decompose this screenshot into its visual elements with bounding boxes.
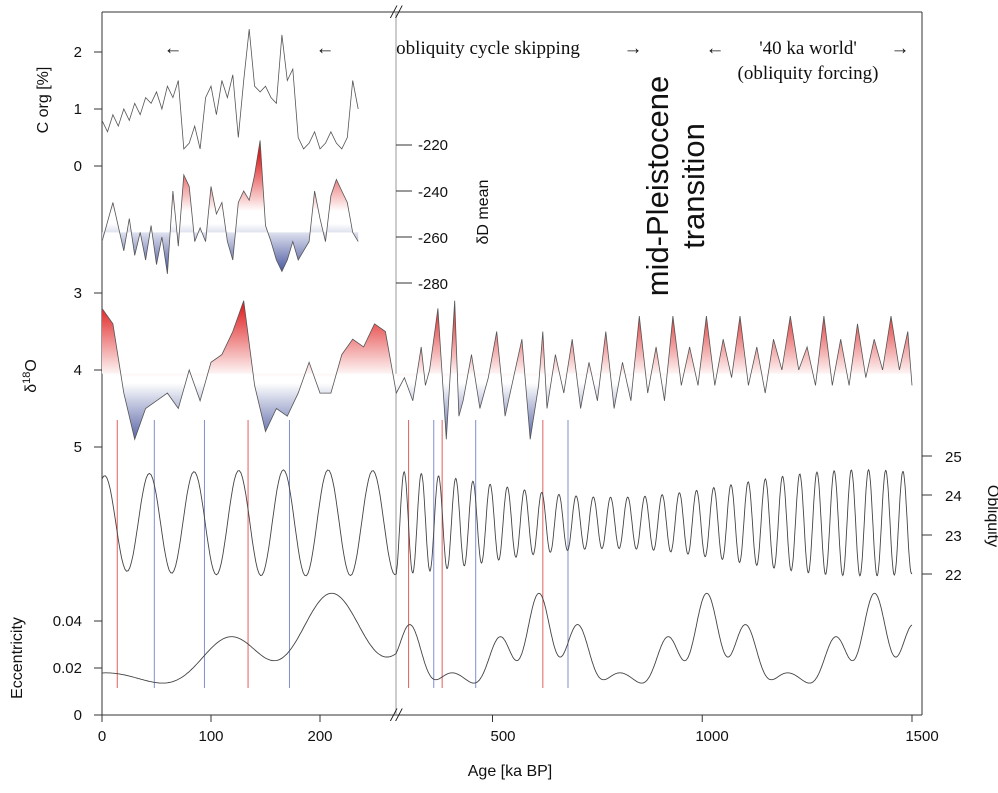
corg-tick-0: 0 — [74, 158, 82, 175]
obl-tick-25: 25 — [945, 449, 962, 466]
arrow-left-2: ← — [316, 38, 335, 59]
arrow-right-2: → — [891, 38, 910, 59]
obl-tick-22: 22 — [945, 567, 962, 584]
annotation-obliquity-forcing: (obliquity forcing) — [738, 63, 879, 84]
corg-tick-2: 2 — [74, 44, 82, 61]
dD-fill — [102, 140, 359, 274]
dD-tick-260: -260 — [418, 230, 448, 247]
x-tick-1500: 1500 — [905, 728, 938, 745]
corg-axis-label: C org [%] — [35, 67, 52, 134]
d18O-tick-5: 5 — [74, 439, 82, 456]
corg-tick-1: 1 — [74, 101, 82, 118]
arrow-left-3: ← — [706, 38, 725, 59]
dD-tick-280: -280 — [418, 276, 448, 293]
dD-line — [101, 140, 359, 274]
corg-line — [101, 29, 359, 150]
x-tick-100: 100 — [198, 728, 223, 745]
obl-tick-23: 23 — [945, 528, 962, 545]
ecc-tick-0: 0 — [74, 707, 82, 724]
tick-marks — [94, 51, 932, 722]
d18O-tick-4: 4 — [74, 362, 82, 379]
d18O-series — [101, 300, 913, 441]
d18O-tick-3: 3 — [74, 285, 82, 302]
axes — [101, 11, 923, 716]
d18O-line — [101, 300, 913, 441]
axis-break-top: // — [390, 2, 403, 23]
mpt-label-line1: mid-Pleistocene — [640, 76, 675, 297]
ecc-tick-004: 0.04 — [53, 613, 82, 630]
obliquity-series — [101, 468, 913, 577]
eccentricity-axis-label: Eccentricity — [9, 617, 26, 699]
dD-axis-label: δD mean — [475, 180, 492, 245]
x-tick-500: 500 — [490, 728, 515, 745]
dD-tick-240: -240 — [418, 184, 448, 201]
eccentricity-line — [102, 592, 913, 684]
x-axis-label: Age [ka BP] — [468, 763, 553, 780]
eccentricity-series — [102, 592, 913, 684]
d18O-axis-label: δ18O — [21, 359, 40, 393]
corg-series — [101, 29, 359, 150]
arrow-right-1: → — [624, 38, 643, 59]
dD-series — [101, 140, 359, 274]
x-tick-1000: 1000 — [695, 728, 728, 745]
x-tick-0: 0 — [98, 728, 106, 745]
annotation-40ka-world: '40 ka world' — [759, 38, 857, 59]
x-tick-200: 200 — [307, 728, 332, 745]
arrow-left-1: ← — [164, 38, 183, 59]
d18O-fill — [102, 300, 912, 440]
obl-tick-24: 24 — [945, 488, 962, 505]
mpt-label-line2: transition — [676, 123, 711, 249]
marker-lines — [116, 420, 569, 688]
axis-break-bottom: // — [390, 705, 403, 726]
ecc-tick-002: 0.02 — [53, 660, 82, 677]
obliquity-line — [101, 468, 913, 577]
dD-tick-220: -220 — [418, 137, 448, 154]
obliquity-axis-label: Obliquity — [984, 485, 998, 547]
annotation-obliquity-skipping: obliquity cycle skipping — [396, 38, 580, 59]
